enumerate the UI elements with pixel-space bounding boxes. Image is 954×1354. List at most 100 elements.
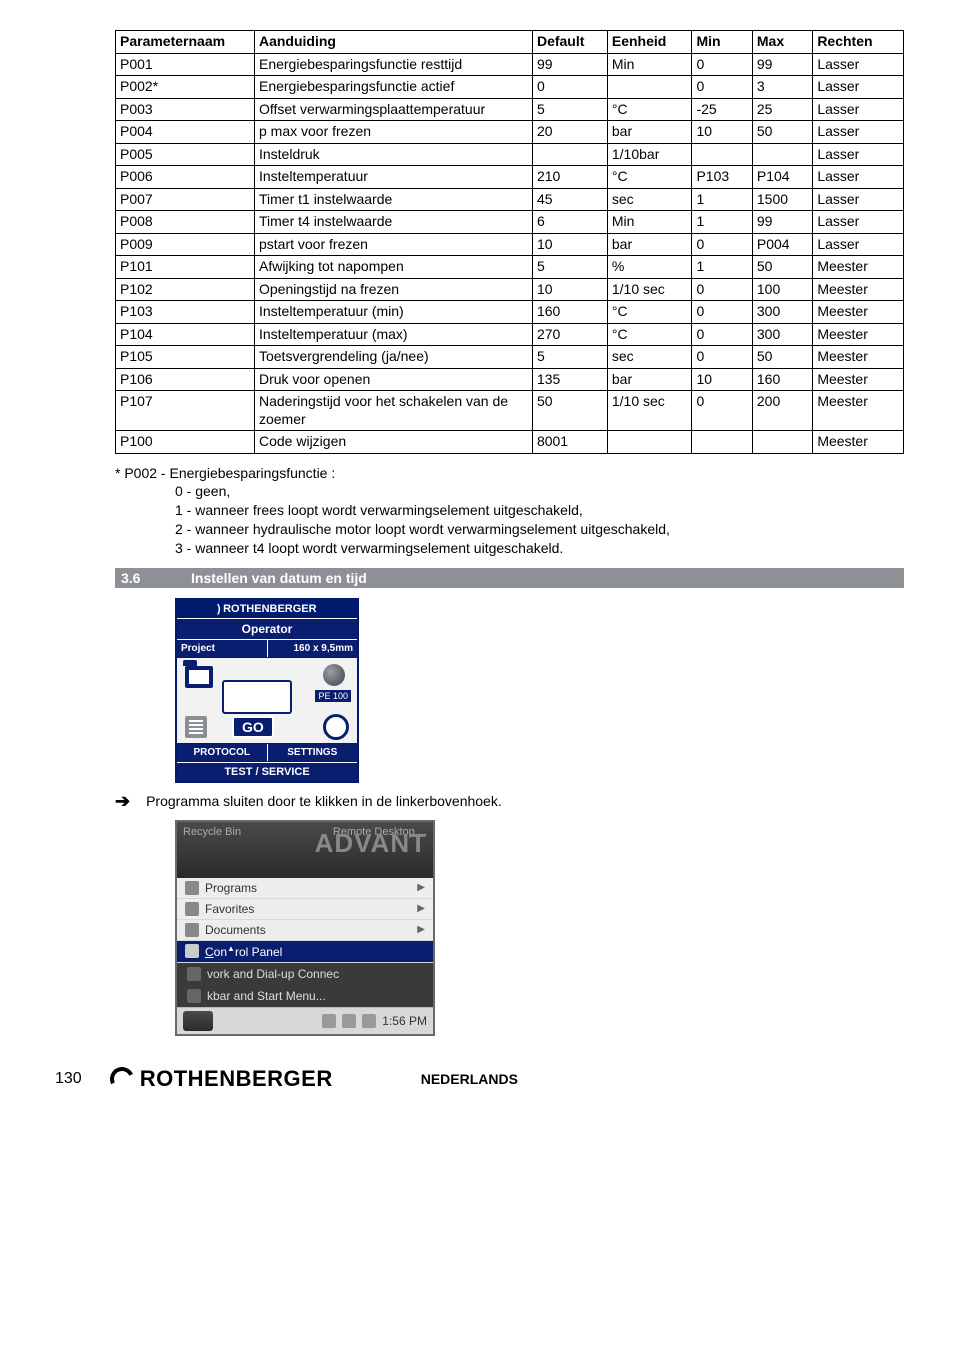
table-cell: bar [607, 233, 692, 256]
list-icon[interactable] [185, 716, 207, 738]
page-number: 130 [55, 1070, 82, 1088]
table-cell: 8001 [532, 431, 607, 454]
folder-icon[interactable] [185, 666, 213, 688]
table-cell: 3 [752, 76, 812, 99]
submenu-item-taskbar[interactable]: kbar and Start Menu... [177, 985, 433, 1007]
start-button[interactable] [183, 1011, 213, 1031]
table-cell: sec [607, 346, 692, 369]
table-cell: bar [607, 121, 692, 144]
protocol-button[interactable]: PROTOCOL [177, 744, 268, 761]
table-cell: Lasser [813, 166, 904, 189]
settings-button[interactable]: SETTINGS [268, 744, 358, 761]
project-label[interactable]: Project [177, 640, 268, 657]
machine-icon [222, 680, 292, 714]
table-cell: 0 [692, 323, 752, 346]
submenu-label: vork and Dial-up Connec [207, 967, 339, 981]
table-row: P103Insteltemperatuur (min)160°C0300Mees… [116, 301, 904, 324]
table-cell: Insteldruk [254, 143, 532, 166]
table-row: P003Offset verwarmingsplaattemperatuur5°… [116, 98, 904, 121]
table-cell: 50 [752, 256, 812, 279]
table-cell: 10 [692, 121, 752, 144]
table-cell: 0 [692, 301, 752, 324]
recycle-bin-label[interactable]: Recycle Bin [183, 826, 241, 838]
table-cell: P106 [116, 368, 255, 391]
brand-curl-icon [106, 1064, 137, 1095]
network-icon [187, 967, 201, 981]
table-cell: P007 [116, 188, 255, 211]
table-cell: 270 [532, 323, 607, 346]
table-cell: Insteltemperatuur [254, 166, 532, 189]
table-cell: Meester [813, 391, 904, 431]
chevron-right-icon: ▶ [417, 882, 425, 893]
table-row: P102Openingstijd na frezen101/10 sec0100… [116, 278, 904, 301]
circle-icon[interactable] [323, 714, 349, 740]
table-cell: Min [607, 211, 692, 234]
table-cell: 10 [692, 368, 752, 391]
table-cell: P005 [116, 143, 255, 166]
go-button[interactable]: GO [232, 716, 274, 738]
footnote-line: 0 - geen, [115, 482, 904, 501]
tray-icon[interactable] [342, 1014, 356, 1028]
table-cell: Lasser [813, 76, 904, 99]
documents-icon [185, 923, 199, 937]
table-cell: Lasser [813, 121, 904, 144]
table-cell: P103 [692, 166, 752, 189]
table-cell: 0 [692, 76, 752, 99]
chevron-right-icon: ▶ [417, 924, 425, 935]
table-cell: P105 [116, 346, 255, 369]
table-cell: 99 [532, 53, 607, 76]
table-cell: Naderingstijd voor het schakelen van de … [254, 391, 532, 431]
th-max: Max [752, 31, 812, 54]
table-cell: P107 [116, 391, 255, 431]
th-parameternaam: Parameternaam [116, 31, 255, 54]
table-cell: 135 [532, 368, 607, 391]
table-cell: 1 [692, 211, 752, 234]
table-cell: 20 [532, 121, 607, 144]
table-cell: Lasser [813, 211, 904, 234]
table-cell: 25 [752, 98, 812, 121]
table-cell: 0 [692, 53, 752, 76]
table-cell: 45 [532, 188, 607, 211]
table-cell: 1500 [752, 188, 812, 211]
table-cell: P102 [116, 278, 255, 301]
table-cell: 160 [532, 301, 607, 324]
table-cell [692, 143, 752, 166]
menu-label: Favorites [205, 902, 254, 916]
parameters-table: Parameternaam Aanduiding Default Eenheid… [115, 30, 904, 454]
menu-item-favorites[interactable]: Favorites ▶ [177, 899, 433, 920]
sphere-icon[interactable] [323, 664, 345, 686]
test-service-button[interactable]: TEST / SERVICE [177, 762, 357, 781]
desktop-area: Recycle Bin Remote Desktop ... ADVANT [177, 822, 433, 878]
tray-icon[interactable] [362, 1014, 376, 1028]
table-cell: sec [607, 188, 692, 211]
start-menu-screenshot: Recycle Bin Remote Desktop ... ADVANT Pr… [175, 820, 435, 1036]
table-cell: Min [607, 53, 692, 76]
table-cell: pstart voor frezen [254, 233, 532, 256]
footnote-line: 1 - wanneer frees loopt wordt verwarming… [115, 501, 904, 520]
dimension-label[interactable]: 160 x 9,5mm [268, 640, 358, 657]
table-cell: % [607, 256, 692, 279]
operator-label[interactable]: Operator [177, 618, 357, 640]
table-row: P004p max voor frezen20bar1050Lasser [116, 121, 904, 144]
table-cell: Code wijzigen [254, 431, 532, 454]
table-cell: 0 [532, 76, 607, 99]
table-cell: Lasser [813, 188, 904, 211]
table-cell [752, 143, 812, 166]
table-cell: °C [607, 301, 692, 324]
menu-item-control-panel[interactable]: Con▲rol Panel [177, 941, 433, 963]
table-cell: Timer t1 instelwaarde [254, 188, 532, 211]
background-watermark: ADVANT [315, 828, 427, 859]
table-cell: 50 [532, 391, 607, 431]
table-cell: P103 [116, 301, 255, 324]
table-cell: °C [607, 98, 692, 121]
table-cell: 210 [532, 166, 607, 189]
menu-item-programs[interactable]: Programs ▶ [177, 878, 433, 899]
table-cell: P008 [116, 211, 255, 234]
submenu-item-network[interactable]: vork and Dial-up Connec [177, 963, 433, 985]
tray-icon[interactable] [322, 1014, 336, 1028]
table-cell: Timer t4 instelwaarde [254, 211, 532, 234]
footnote-line: 2 - wanneer hydraulische motor loopt wor… [115, 520, 904, 539]
menu-item-documents[interactable]: Documents ▶ [177, 920, 433, 941]
table-cell: Lasser [813, 53, 904, 76]
table-cell: -25 [692, 98, 752, 121]
